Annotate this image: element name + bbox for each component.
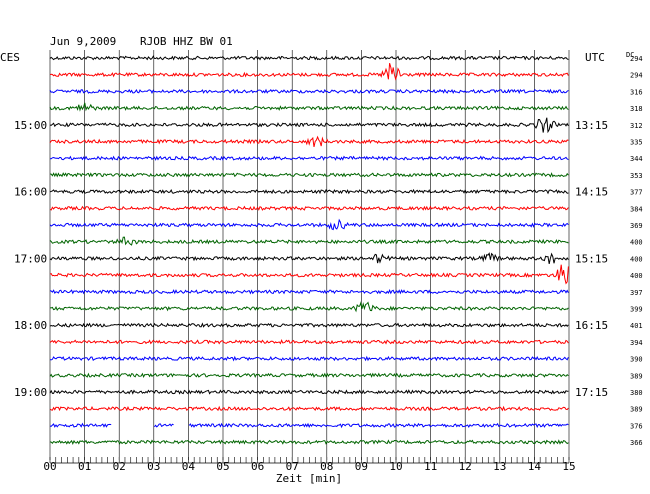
dc-value-label: 335 <box>630 139 643 147</box>
seismic-trace <box>49 55 569 61</box>
seismic-trace <box>49 102 569 112</box>
x-tick-label: 09 <box>355 460 368 473</box>
right-time-label: 15:15 <box>575 252 608 265</box>
dc-value-label: 400 <box>630 255 643 263</box>
seismic-trace <box>49 322 569 328</box>
chart-labels: 00 01 02 03 04 05 06 07 08 09 10 11 12 13 14 15 294 294 31… <box>14 55 643 473</box>
dc-value-label: 401 <box>630 322 643 330</box>
x-tick-label: 08 <box>320 460 333 473</box>
seismic-trace <box>50 301 569 313</box>
dc-value-label: 394 <box>630 339 643 347</box>
dc-value-label: 390 <box>630 356 643 364</box>
left-time-label: 16:00 <box>14 186 47 199</box>
right-time-label: 14:15 <box>575 186 608 199</box>
dc-value-label: 399 <box>630 306 643 314</box>
dc-value-label: 389 <box>630 372 643 380</box>
seismic-trace <box>49 88 569 95</box>
seismic-trace <box>49 205 569 212</box>
right-timezone-label: UTC <box>585 51 605 64</box>
x-tick-label: 13 <box>493 460 506 473</box>
x-tick-label: 04 <box>182 460 196 473</box>
dc-value-label: 312 <box>630 122 643 130</box>
left-timezone-label: CES <box>0 51 20 64</box>
seismic-trace <box>50 155 569 161</box>
right-time-label: 17:15 <box>575 386 608 399</box>
dc-value-label: 389 <box>630 406 643 414</box>
dc-value-label: 380 <box>630 389 643 397</box>
seismic-trace <box>49 188 569 195</box>
seismic-trace <box>49 135 569 148</box>
right-time-label: 16:15 <box>575 319 608 332</box>
dc-value-label: 294 <box>630 72 643 80</box>
x-tick-label: 06 <box>251 460 264 473</box>
seismic-trace <box>49 62 569 81</box>
seismic-trace <box>49 117 569 134</box>
dc-value-label: 376 <box>630 422 643 430</box>
x-axis-title: Zeit [min] <box>276 472 342 485</box>
trace-group <box>49 55 569 445</box>
seismic-trace <box>49 405 569 412</box>
seismic-trace <box>49 264 569 285</box>
dc-value-label: 377 <box>630 189 643 197</box>
x-tick-label: 10 <box>389 460 402 473</box>
seismic-trace <box>49 372 569 379</box>
dc-value-label: 316 <box>630 88 643 96</box>
x-tick-label: 01 <box>78 460 91 473</box>
x-tick-label: 15 <box>562 460 575 473</box>
x-tick-label: 03 <box>147 460 160 473</box>
seismic-trace <box>49 236 569 246</box>
seismic-trace <box>49 339 569 345</box>
dc-header-label: DC <box>626 51 634 59</box>
seismic-trace <box>49 289 569 295</box>
x-tick-label: 02 <box>113 460 126 473</box>
seismic-trace <box>49 172 569 178</box>
right-time-label: 13:15 <box>575 119 608 132</box>
seismic-trace <box>49 389 569 395</box>
x-tick-label: 14 <box>528 460 542 473</box>
seismic-trace <box>49 355 569 362</box>
x-tick-label: 00 <box>43 460 56 473</box>
dc-value-label: 366 <box>630 439 643 447</box>
left-time-label: 17:00 <box>14 252 47 265</box>
dc-value-label: 294 <box>630 55 643 63</box>
dc-value-label: 400 <box>630 272 643 280</box>
dc-value-label: 318 <box>630 105 643 113</box>
seismic-trace <box>49 422 569 429</box>
left-time-label: 19:00 <box>14 386 47 399</box>
chart-date: Jun 9,2009 <box>50 35 116 48</box>
chart-station: RJOB HHZ BW 01 <box>140 35 233 48</box>
dc-value-label: 397 <box>630 289 643 297</box>
dc-value-label: 353 <box>630 172 643 180</box>
x-tick-label: 05 <box>216 460 229 473</box>
seismic-trace <box>49 439 569 445</box>
dc-value-label: 384 <box>630 205 643 213</box>
seismic-trace <box>49 252 569 265</box>
x-tick-label: 11 <box>424 460 437 473</box>
dc-value-label: 400 <box>630 239 643 247</box>
dc-value-label: 369 <box>630 222 643 230</box>
left-time-label: 15:00 <box>14 119 47 132</box>
seismic-trace <box>49 218 569 231</box>
x-tick-label: 07 <box>286 460 299 473</box>
x-tick-label: 12 <box>459 460 472 473</box>
dc-value-label: 344 <box>630 155 643 163</box>
left-time-label: 18:00 <box>14 319 47 332</box>
